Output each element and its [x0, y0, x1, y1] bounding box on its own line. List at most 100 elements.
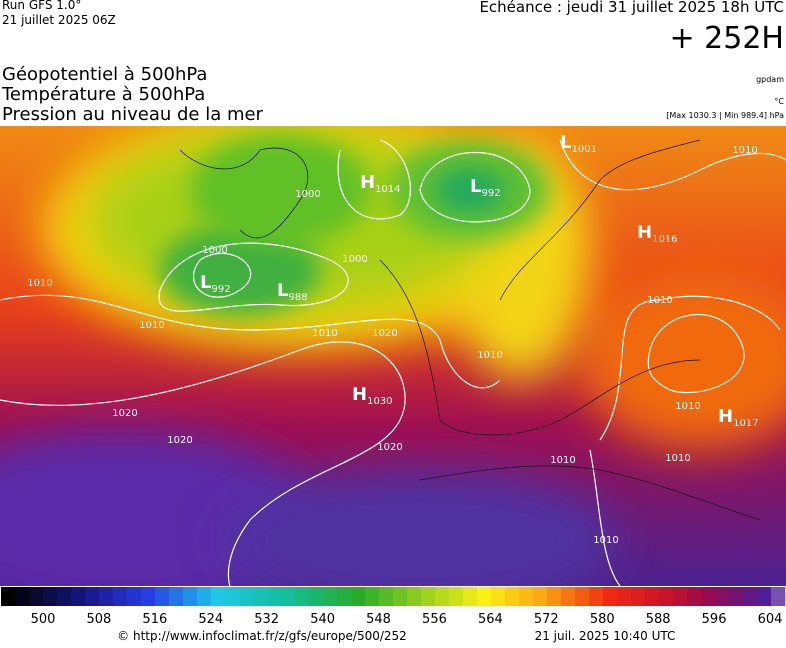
colorbar-tick-label: 596 [702, 612, 727, 627]
pressure-center: L1001 [560, 132, 597, 155]
isobar-label: 1020 [377, 442, 402, 453]
colorbar-swatch [617, 587, 632, 606]
colorbar-tick-label: 572 [534, 612, 559, 627]
center-symbol: L [470, 176, 481, 197]
center-value: 1030 [367, 396, 392, 407]
isobar-label: 1010 [593, 535, 618, 546]
colorbar-swatch [113, 587, 128, 606]
center-value: 992 [211, 284, 230, 295]
colorbar-swatch [379, 587, 394, 606]
isobar-label: 1020 [112, 408, 137, 419]
footer-time: 21 juil. 2025 10:40 UTC [535, 629, 676, 643]
footer-url: © http://www.infoclimat.fr/z/gfs/europe/… [117, 629, 407, 643]
colorbar-swatch [85, 587, 100, 606]
pressure-center: L992 [200, 272, 231, 295]
colorbar-swatch [463, 587, 478, 606]
colorbar-swatch [281, 587, 296, 606]
pressure-center: H1016 [637, 222, 678, 245]
colorbar-tick-label: 500 [31, 612, 56, 627]
colorbar-swatch [141, 587, 156, 606]
field: Géopotentiel à 500hPa [2, 64, 207, 85]
colorbar-swatch [533, 587, 548, 606]
pressure-center: H1014 [360, 172, 401, 195]
field: Température à 500hPa [1, 84, 205, 105]
center-value: 992 [481, 188, 500, 199]
colorbar-swatch [183, 587, 198, 606]
colorbar-tick-label: 556 [422, 612, 447, 627]
isobar-label: 1010 [675, 401, 700, 412]
colorbar-swatch [309, 587, 324, 606]
colorbar-swatch [253, 587, 268, 606]
colorbar-tick-label: 588 [646, 612, 671, 627]
colorbar-swatch [687, 587, 702, 606]
run: Run GFS 1.0° [2, 0, 81, 12]
isobar-label: 1010 [550, 455, 575, 466]
colorbar-swatch [421, 587, 436, 606]
colorbar-tick-label: 532 [254, 612, 279, 627]
isobar-label: 1010 [27, 278, 52, 289]
center-symbol: H [637, 222, 652, 243]
colorbar-swatch [155, 587, 170, 606]
pressure-center: H1017 [718, 406, 759, 429]
colorbar: 500 508 516 524 532 540 548 556 564 572 580 588 596 6… [1, 587, 786, 627]
offset: + 252H [670, 21, 785, 56]
colorbar-swatch [645, 587, 660, 606]
colorbar-tick-label: 580 [590, 612, 615, 627]
colorbar-swatch [43, 587, 58, 606]
colorbar-swatch [1, 587, 16, 606]
colorbar-swatch [603, 587, 618, 606]
center-symbol: H [718, 406, 733, 427]
map [0, 126, 786, 586]
isobar-label: 1010 [665, 453, 690, 464]
colorbar-swatch [323, 587, 338, 606]
colorbar-swatch [659, 587, 674, 606]
isobar-label: 1010 [477, 350, 502, 361]
center-value: 1001 [571, 144, 596, 155]
colorbar-swatch [393, 587, 408, 606]
field: Pression au niveau de la mer [2, 104, 264, 125]
colorbar-swatch [15, 587, 30, 606]
colorbar-swatch [449, 587, 464, 606]
colorbar-swatch [547, 587, 562, 606]
colorbar-swatch [491, 587, 506, 606]
isobar-label: 1020 [167, 435, 192, 446]
colorbar-swatch [57, 587, 72, 606]
colorbar-swatch [757, 587, 772, 606]
colorbar-swatch [771, 587, 786, 606]
center-value: 1014 [375, 184, 400, 195]
colorbar-swatch [211, 587, 226, 606]
colorbar-tick-label: 548 [366, 612, 391, 627]
colorbar-swatch [435, 587, 450, 606]
colorbar-swatch [505, 587, 520, 606]
center-symbol: L [200, 272, 211, 293]
colorbar-tick-label: 564 [478, 612, 503, 627]
isobar-label: 1010 [312, 328, 337, 339]
colorbar-swatch [365, 587, 380, 606]
colorbar-swatch [477, 587, 492, 606]
center-value: 1016 [652, 234, 677, 245]
colorbar-swatch [29, 587, 44, 606]
colorbar-swatch [715, 587, 730, 606]
center-value: 1017 [733, 418, 758, 429]
center-symbol: H [360, 172, 375, 193]
pressure-center: L988 [277, 280, 308, 303]
colorbar-swatch [561, 587, 576, 606]
run-date: 21 juillet 2025 06Z [2, 13, 116, 27]
colorbar-swatch [239, 587, 254, 606]
colorbar-swatch [589, 587, 604, 606]
unit: [Max 1030.3 | Min 989.4] hPa [666, 111, 784, 120]
colorbar-tick-label: 604 [758, 612, 783, 627]
isobar-label: 1010 [139, 320, 164, 331]
pressure-center: H1030 [352, 384, 393, 407]
center-symbol: L [277, 280, 288, 301]
colorbar-swatch [575, 587, 590, 606]
isobar-label: 1010 [732, 145, 757, 156]
colorbar-swatch [197, 587, 212, 606]
colorbar-swatch [729, 587, 744, 606]
pressure-center: L992 [470, 176, 501, 199]
isobar-label: 1000 [295, 189, 320, 200]
colorbar-swatch [99, 587, 114, 606]
colorbar-swatch [631, 587, 646, 606]
center-symbol: H [352, 384, 367, 405]
